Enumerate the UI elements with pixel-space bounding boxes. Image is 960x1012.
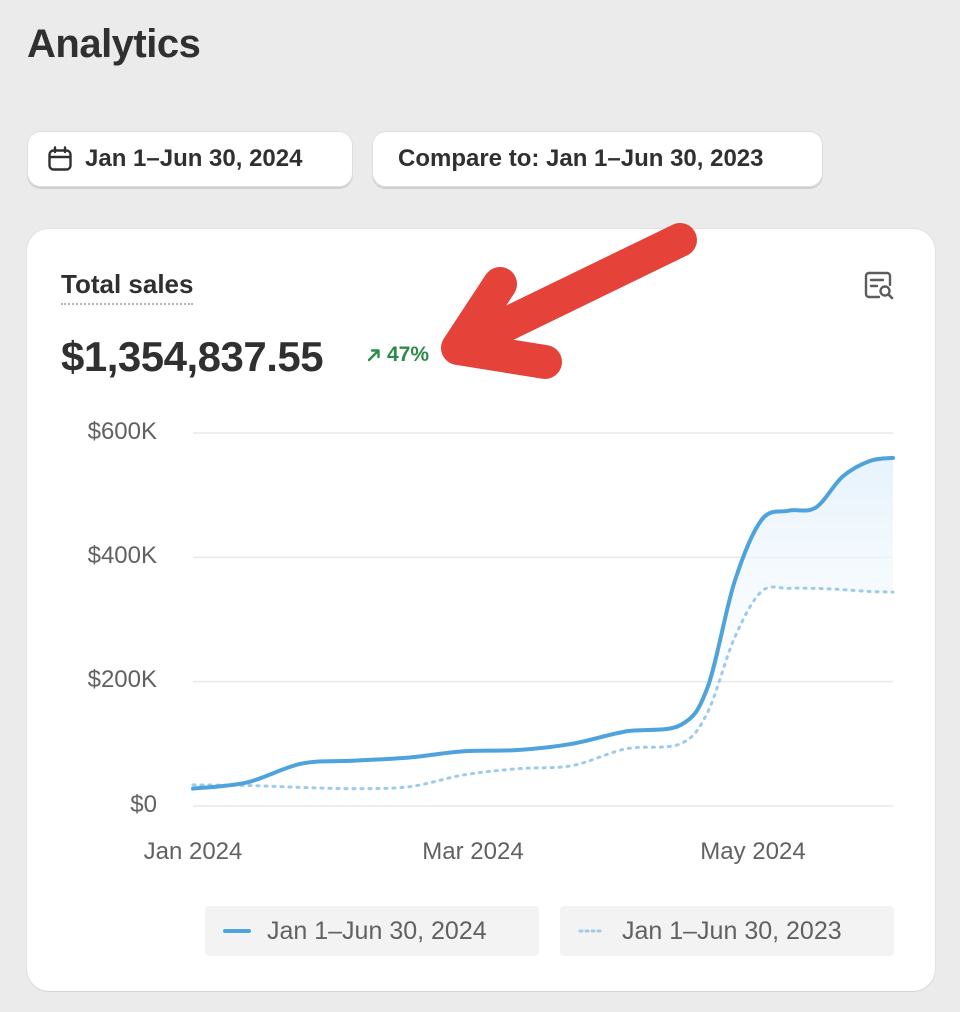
y-tick-label: $400K [87, 542, 157, 569]
series-line-2024 [191, 455, 895, 791]
y-tick-label: $200K [87, 666, 157, 693]
series-difference-area [193, 457, 893, 789]
total-sales-value: $1,354,837.55 [61, 333, 324, 380]
x-tick-label: Jan 2024 [143, 838, 243, 865]
legend-label: Jan 1–Jun 30, 2024 [267, 916, 487, 945]
x-tick-label: Mar 2024 [422, 838, 524, 865]
date-range-label: Jan 1–Jun 30, 2024 [85, 145, 303, 172]
calendar-icon [48, 146, 72, 171]
legend-item-compare[interactable]: Jan 1–Jun 30, 2023 [560, 906, 894, 956]
arrow-up-right-icon [367, 349, 380, 362]
sales-line-chart [191, 432, 895, 807]
series-line-2023 [191, 585, 895, 791]
change-badge: 47% [367, 343, 429, 367]
date-range-button[interactable]: Jan 1–Jun 30, 2024 [27, 131, 353, 187]
change-value: 47% [387, 343, 430, 366]
y-tick-label: $0 [130, 791, 157, 818]
legend-label: Jan 1–Jun 30, 2023 [622, 916, 842, 945]
total-sales-card: Total sales $1,354,837.55 47% $600K $400… [27, 229, 935, 991]
legend-item-current[interactable]: Jan 1–Jun 30, 2024 [205, 906, 539, 956]
y-tick-label: $600K [87, 418, 157, 445]
compare-to-button[interactable]: Compare to: Jan 1–Jun 30, 2023 [372, 131, 823, 187]
dotted-line-swatch [578, 929, 606, 933]
card-title[interactable]: Total sales [61, 269, 194, 305]
explore-report-button[interactable] [861, 267, 897, 303]
solid-line-swatch [223, 929, 251, 933]
compare-to-label: Compare to: Jan 1–Jun 30, 2023 [398, 145, 764, 172]
x-tick-label: May 2024 [700, 838, 806, 865]
chart-search-icon [864, 271, 894, 300]
page-title: Analytics [27, 22, 201, 66]
